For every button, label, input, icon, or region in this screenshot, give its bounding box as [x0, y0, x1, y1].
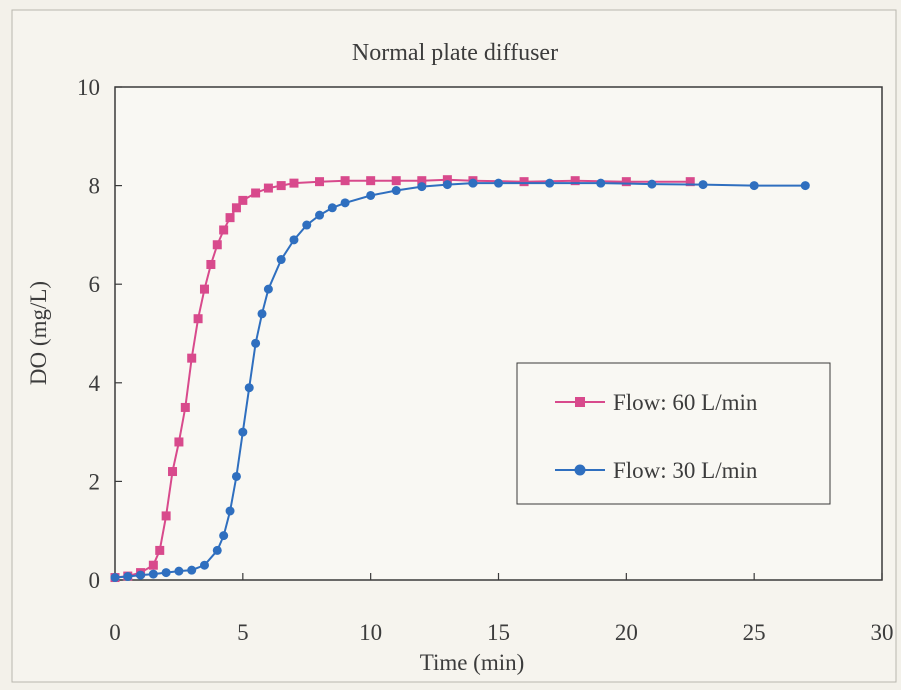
y-tick-label: 10 [77, 75, 100, 100]
data-point [180, 402, 190, 412]
y-tick-label: 0 [89, 568, 101, 593]
data-point [494, 178, 503, 188]
data-point [161, 568, 171, 578]
legend-entry-30: Flow: 30 L/min [555, 458, 758, 483]
data-point [199, 560, 209, 570]
legend: Flow: 60 L/min Flow: 30 L/min [516, 362, 831, 505]
data-point [219, 531, 229, 541]
legend-box [516, 362, 831, 505]
data-point [263, 284, 273, 294]
data-point [155, 545, 165, 555]
data-point [276, 181, 286, 191]
data-point [276, 255, 286, 265]
data-point [212, 545, 222, 555]
data-point [647, 179, 657, 189]
data-point [168, 467, 178, 477]
y-axis-label: DO (mg/L) [26, 281, 51, 385]
data-point [519, 177, 529, 187]
data-point [263, 183, 273, 193]
data-point [570, 176, 580, 186]
data-point [187, 565, 197, 575]
data-point [800, 181, 810, 191]
y-tick-label: 6 [89, 272, 101, 297]
y-tick-label: 4 [89, 371, 101, 396]
data-point [219, 225, 229, 235]
data-point [366, 176, 376, 186]
data-point [148, 569, 158, 579]
data-point [161, 511, 171, 521]
x-tick-label: 0 [109, 620, 121, 645]
data-point [212, 240, 222, 250]
data-point [366, 190, 376, 200]
data-point [206, 259, 216, 269]
x-axis-label: Time (min) [420, 650, 525, 675]
data-point [136, 570, 146, 580]
data-point [545, 178, 555, 188]
data-point [238, 427, 248, 437]
data-point [231, 471, 241, 481]
data-point [123, 572, 133, 582]
data-point [251, 188, 261, 198]
legend-label-60: Flow: 60 L/min [613, 390, 758, 415]
data-point [187, 353, 197, 363]
data-point [315, 177, 325, 187]
x-axis-ticks: 0 5 10 15 20 25 30 [109, 573, 894, 645]
data-point [417, 176, 427, 186]
legend-label-30: Flow: 30 L/min [613, 458, 758, 483]
data-point [340, 198, 350, 208]
data-point [685, 177, 695, 187]
data-point [225, 213, 235, 223]
data-point [199, 284, 209, 294]
series-layer [110, 175, 810, 583]
data-point [327, 203, 337, 213]
x-tick-label: 5 [237, 620, 249, 645]
data-point [468, 178, 478, 188]
data-point [244, 383, 254, 393]
data-point [174, 566, 184, 576]
x-tick-label: 15 [487, 620, 510, 645]
data-point [225, 506, 235, 516]
data-point [621, 177, 631, 187]
x-tick-label: 10 [359, 620, 382, 645]
data-point [698, 180, 708, 190]
data-point [289, 235, 299, 245]
data-point [238, 195, 248, 205]
data-point [251, 338, 261, 348]
data-point [596, 178, 606, 188]
data-point [391, 176, 401, 186]
data-point [302, 220, 312, 230]
data-point [442, 180, 452, 190]
y-tick-label: 8 [89, 174, 101, 199]
x-tick-label: 20 [615, 620, 638, 645]
data-point [315, 210, 325, 220]
legend-marker-30 [574, 464, 586, 476]
x-tick-label: 25 [743, 620, 766, 645]
y-tick-label: 2 [89, 469, 101, 494]
data-point [749, 181, 759, 191]
chart-title: Normal plate diffuser [352, 40, 558, 66]
data-point [110, 573, 120, 583]
data-point [289, 178, 299, 188]
data-point [257, 309, 267, 319]
data-point [174, 437, 184, 447]
data-point [391, 186, 401, 196]
y-axis-ticks: 0 2 4 6 8 10 [77, 75, 122, 593]
data-point [148, 560, 158, 570]
x-tick-label: 30 [871, 620, 894, 645]
legend-marker-60 [575, 397, 585, 407]
legend-entry-60: Flow: 60 L/min [555, 390, 758, 415]
data-point [193, 314, 203, 324]
data-point [340, 176, 350, 186]
data-point [231, 203, 241, 213]
data-point [442, 175, 452, 185]
data-point [417, 182, 427, 192]
